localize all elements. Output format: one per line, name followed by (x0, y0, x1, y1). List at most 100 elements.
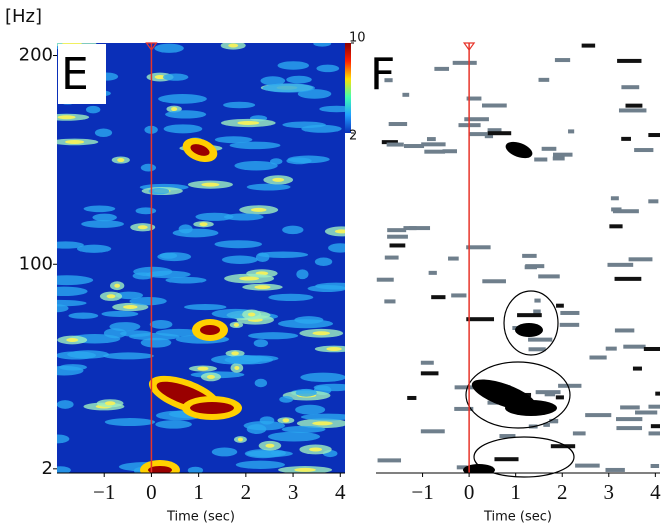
streak (612, 209, 639, 214)
streak (464, 117, 489, 122)
streak (313, 383, 345, 392)
x-tick-label: −1 (411, 480, 433, 504)
streak (634, 148, 654, 153)
x-tick-label: 1 (510, 480, 521, 504)
streak (384, 255, 399, 260)
streak (403, 226, 431, 231)
streak (319, 105, 345, 113)
streak (620, 405, 640, 410)
streak (159, 252, 178, 259)
streak (605, 346, 617, 351)
x-tick-label: 2 (241, 480, 252, 504)
x-tick-label: 4 (650, 480, 661, 504)
streak (558, 383, 582, 388)
streak (408, 226, 417, 231)
x-tick-label: 3 (288, 480, 299, 504)
y-tick-label: 2 (42, 458, 53, 479)
streak (541, 146, 557, 151)
streak (553, 152, 573, 157)
hot-core (505, 400, 557, 416)
streak (184, 303, 227, 311)
streak (617, 58, 642, 63)
streak (556, 303, 564, 308)
streak (534, 157, 548, 162)
colorbar-label: 2 (349, 129, 357, 144)
streak (223, 213, 264, 221)
streak-core (282, 418, 290, 423)
streak (129, 296, 167, 306)
streak (659, 470, 660, 473)
streak (257, 251, 309, 258)
y-axis-label: [Hz] (5, 6, 42, 27)
streak (101, 310, 139, 317)
streak-core (234, 365, 240, 370)
streak (517, 313, 542, 318)
spectrogram (57, 43, 345, 473)
streak (83, 205, 116, 213)
streak (434, 66, 450, 71)
streak (655, 391, 660, 396)
streak (420, 429, 445, 434)
streak (158, 94, 207, 104)
streak (376, 277, 394, 282)
streak (243, 420, 286, 431)
streak (426, 137, 436, 142)
streak-core (117, 158, 125, 163)
streak (229, 141, 281, 150)
streak (468, 132, 488, 137)
y-tick-label: 100 (19, 253, 53, 274)
streak (528, 337, 553, 342)
streak (650, 463, 660, 468)
streak (648, 404, 660, 409)
streak (253, 339, 269, 348)
streak (554, 58, 571, 63)
streak (452, 60, 477, 65)
hot-core (515, 323, 543, 337)
annotation-circle (465, 361, 571, 429)
streak (314, 257, 333, 266)
streak-core (272, 177, 285, 182)
streak (57, 400, 74, 409)
streak (621, 85, 640, 90)
streak (466, 317, 495, 322)
streak (431, 295, 446, 300)
streak (524, 265, 537, 270)
streak (214, 240, 263, 249)
streak (568, 129, 575, 134)
streak (267, 431, 321, 442)
streak (581, 43, 596, 48)
streak (388, 122, 408, 127)
streak (648, 133, 660, 138)
streak (611, 207, 622, 212)
streak (442, 149, 457, 154)
streak-core (123, 305, 138, 310)
streak (300, 372, 345, 383)
x-axis-label: Time (sec) (483, 510, 552, 525)
streak (115, 291, 144, 300)
streak (384, 299, 396, 304)
streak (621, 136, 631, 141)
streak-core (265, 443, 275, 448)
streak (648, 431, 660, 436)
streak (466, 96, 482, 101)
streak (119, 330, 153, 337)
streak (165, 110, 207, 119)
streak (57, 466, 71, 473)
streak (482, 103, 507, 108)
streak (296, 269, 309, 280)
streak (307, 285, 345, 293)
streak (86, 105, 101, 114)
streak-core (57, 115, 76, 120)
streak (67, 350, 110, 359)
streak (494, 457, 519, 462)
streak (589, 355, 607, 360)
streak (549, 419, 559, 424)
streak (270, 450, 286, 457)
streak (246, 183, 291, 191)
streak-core (326, 346, 342, 351)
streak-core (197, 366, 209, 371)
streak (286, 75, 312, 84)
streak-core (114, 283, 121, 288)
streak-core (312, 421, 333, 426)
